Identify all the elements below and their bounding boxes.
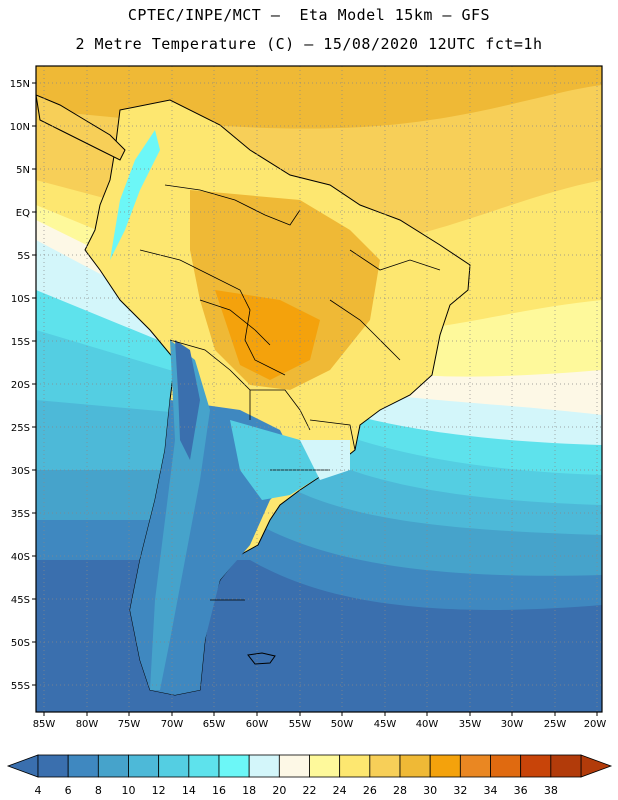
colorbar-tick-label: 24 xyxy=(333,784,347,797)
colorbar-cell xyxy=(520,754,552,778)
lat-label: 10S xyxy=(11,294,30,305)
map-title-line2: 2 Metre Temperature (C) – 15/08/2020 12U… xyxy=(75,35,543,53)
lat-label: 25S xyxy=(11,423,30,434)
colorbar-left-arrow xyxy=(6,754,39,778)
latitude-labels: 15N 10N 5N EQ 5S 10S 15S 20S 25S 30S 35S… xyxy=(10,79,30,692)
lat-label: 55S xyxy=(11,681,30,692)
colorbar-tick-label: 8 xyxy=(95,784,102,797)
colorbar-cell xyxy=(278,754,310,778)
lat-label: 30S xyxy=(11,466,30,477)
colorbar-cell xyxy=(369,754,401,778)
lat-label: 45S xyxy=(11,595,30,606)
lat-label: 5S xyxy=(17,251,30,262)
map-title-line1: CPTEC/INPE/MCT – Eta Model 15km – GFS xyxy=(127,6,491,24)
colorbar-tick-label: 10 xyxy=(122,784,136,797)
colorbar-tick-label: 38 xyxy=(544,784,558,797)
colorbar-tick-label: 30 xyxy=(423,784,437,797)
lat-label: 35S xyxy=(11,509,30,520)
colorbar: 4 6 8 10 12 14 16 18 20 22 24 26 28 30 32 34 36 38 xyxy=(6,754,613,797)
lat-label: 10N xyxy=(10,122,30,133)
colorbar-tick-label: 14 xyxy=(182,784,196,797)
colorbar-cell xyxy=(158,754,190,778)
colorbar-cell xyxy=(37,754,69,778)
lon-label: 40W xyxy=(416,719,439,730)
colorbar-right-arrow xyxy=(580,754,613,778)
colorbar-tick-label: 26 xyxy=(363,784,377,797)
colorbar-cell xyxy=(128,754,160,778)
colorbar-cell xyxy=(248,754,280,778)
lat-label: 40S xyxy=(11,552,30,563)
lat-label: 50S xyxy=(11,638,30,649)
colorbar-tick-label: 6 xyxy=(65,784,72,797)
colorbar-tick-label: 36 xyxy=(514,784,528,797)
colorbar-cell xyxy=(490,754,522,778)
lon-label: 75W xyxy=(118,719,141,730)
colorbar-cell xyxy=(188,754,220,778)
lat-label: EQ xyxy=(16,208,30,219)
axis-ticks xyxy=(32,82,598,716)
lon-label: 20W xyxy=(584,719,607,730)
colorbar-tick-label: 20 xyxy=(272,784,286,797)
colorbar-tick-label: 18 xyxy=(242,784,256,797)
colorbar-cell xyxy=(218,754,250,778)
lat-label: 15N xyxy=(10,79,30,90)
colorbar-tick-label: 12 xyxy=(152,784,166,797)
colorbar-cell xyxy=(309,754,341,778)
lon-label: 85W xyxy=(33,719,56,730)
colorbar-cell xyxy=(399,754,431,778)
colorbar-tick-label: 16 xyxy=(212,784,226,797)
colorbar-cell xyxy=(339,754,371,778)
colorbar-tick-label: 4 xyxy=(35,784,42,797)
lon-label: 55W xyxy=(289,719,312,730)
lon-label: 45W xyxy=(374,719,397,730)
lon-label: 50W xyxy=(331,719,354,730)
lon-label: 60W xyxy=(246,719,269,730)
lon-label: 65W xyxy=(203,719,226,730)
lon-label: 25W xyxy=(544,719,567,730)
lat-label: 15S xyxy=(11,337,30,348)
colorbar-tick-label: 28 xyxy=(393,784,407,797)
lon-label: 70W xyxy=(161,719,184,730)
temperature-field xyxy=(36,66,602,712)
colorbar-cell xyxy=(550,754,582,778)
lon-label: 35W xyxy=(459,719,482,730)
lat-label: 20S xyxy=(11,380,30,391)
colorbar-tick-label: 34 xyxy=(484,784,498,797)
colorbar-cell xyxy=(459,754,491,778)
colorbar-tick-label: 32 xyxy=(453,784,467,797)
colorbar-tick-label: 22 xyxy=(303,784,317,797)
lon-label: 80W xyxy=(76,719,99,730)
colorbar-cell xyxy=(97,754,129,778)
map-frame xyxy=(35,65,603,713)
longitude-labels: 85W 80W 75W 70W 65W 60W 55W 50W 45W 40W … xyxy=(33,719,607,730)
colorbar-cell xyxy=(67,754,99,778)
lat-label: 5N xyxy=(16,165,30,176)
colorbar-cell xyxy=(429,754,461,778)
lon-label: 30W xyxy=(501,719,524,730)
